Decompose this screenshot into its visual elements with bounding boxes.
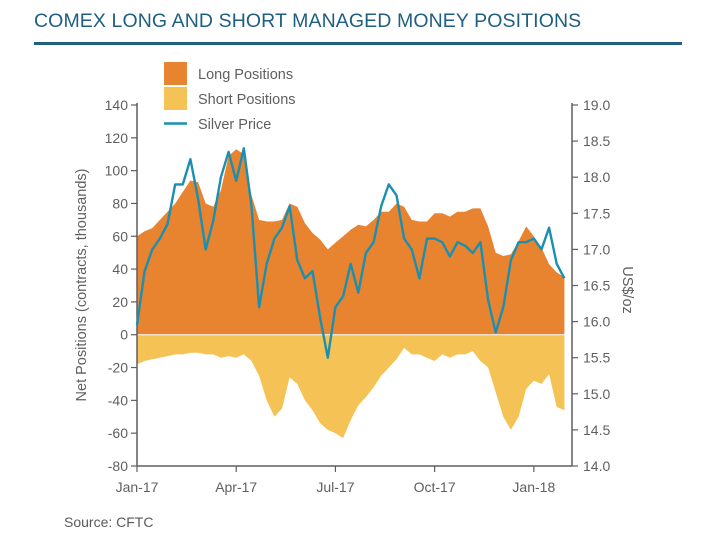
chart-title: COMEX LONG AND SHORT MANAGED MONEY POSIT…: [34, 10, 582, 32]
y-right-tick-label: 16.0: [583, 314, 610, 330]
long-positions-area: [137, 149, 565, 335]
y-right-tick-label: 14.5: [583, 422, 610, 438]
legend-label: Long Positions: [198, 67, 293, 83]
y-right-tick-label: 17.0: [583, 241, 610, 257]
y-right-tick-label: 17.5: [583, 205, 610, 221]
y-left-tick-label: 100: [105, 163, 129, 179]
legend-swatch: [164, 62, 187, 85]
y-axis-left-title: Net Positions (contracts, thousands): [74, 169, 90, 402]
y-left-tick-label: -20: [108, 360, 128, 376]
legend: Long Positions Short Positions Silver Pric…: [164, 62, 296, 133]
y-right-tick-label: 18.0: [583, 169, 610, 185]
x-tick-label: Oct-17: [414, 479, 456, 495]
x-tick-label: Jan-17: [116, 479, 159, 495]
y-right-tick-label: 14.0: [583, 458, 610, 474]
y-left-tick-label: 0: [120, 327, 128, 343]
y-left-tick-label: 20: [112, 294, 128, 310]
title-underline: [34, 42, 682, 45]
y-right-tick-label: 15.0: [583, 386, 610, 402]
x-tick-label: Apr-17: [215, 479, 257, 495]
source-note: Source: CFTC: [64, 514, 154, 530]
y-left-tick-label: 60: [112, 228, 128, 244]
y-right-tick-label: 15.5: [583, 350, 610, 366]
y-axis-right-title: US$/oz: [619, 266, 635, 314]
y-right-tick-label: 19.0: [583, 97, 610, 113]
y-left-tick-label: -80: [108, 458, 128, 474]
area-layer: [137, 149, 565, 439]
y-left-tick-label: 120: [105, 130, 129, 146]
x-tick-label: Jul-17: [316, 479, 354, 495]
legend-swatch: [164, 87, 187, 110]
y-left-tick-label: 40: [112, 261, 128, 277]
silver-price-line: [135, 147, 566, 359]
y-left-tick-label: -40: [108, 392, 128, 408]
y-left-tick-label: 140: [105, 97, 129, 113]
line-layer: [135, 147, 566, 359]
y-left-tick-label: -60: [108, 425, 128, 441]
y-right-tick-label: 18.5: [583, 133, 610, 149]
legend-label: Short Positions: [198, 92, 296, 108]
x-tick-label: Jan-18: [512, 479, 555, 495]
y-left-tick-label: 80: [112, 195, 128, 211]
legend-label: Silver Price: [198, 117, 271, 133]
short-positions-area: [137, 334, 565, 439]
y-right-tick-label: 16.5: [583, 278, 610, 294]
axes-layer: 140 120 100 80 60 40 20 0 -20 -40 -60 -80 19.0 18.5 18…: [105, 97, 611, 495]
